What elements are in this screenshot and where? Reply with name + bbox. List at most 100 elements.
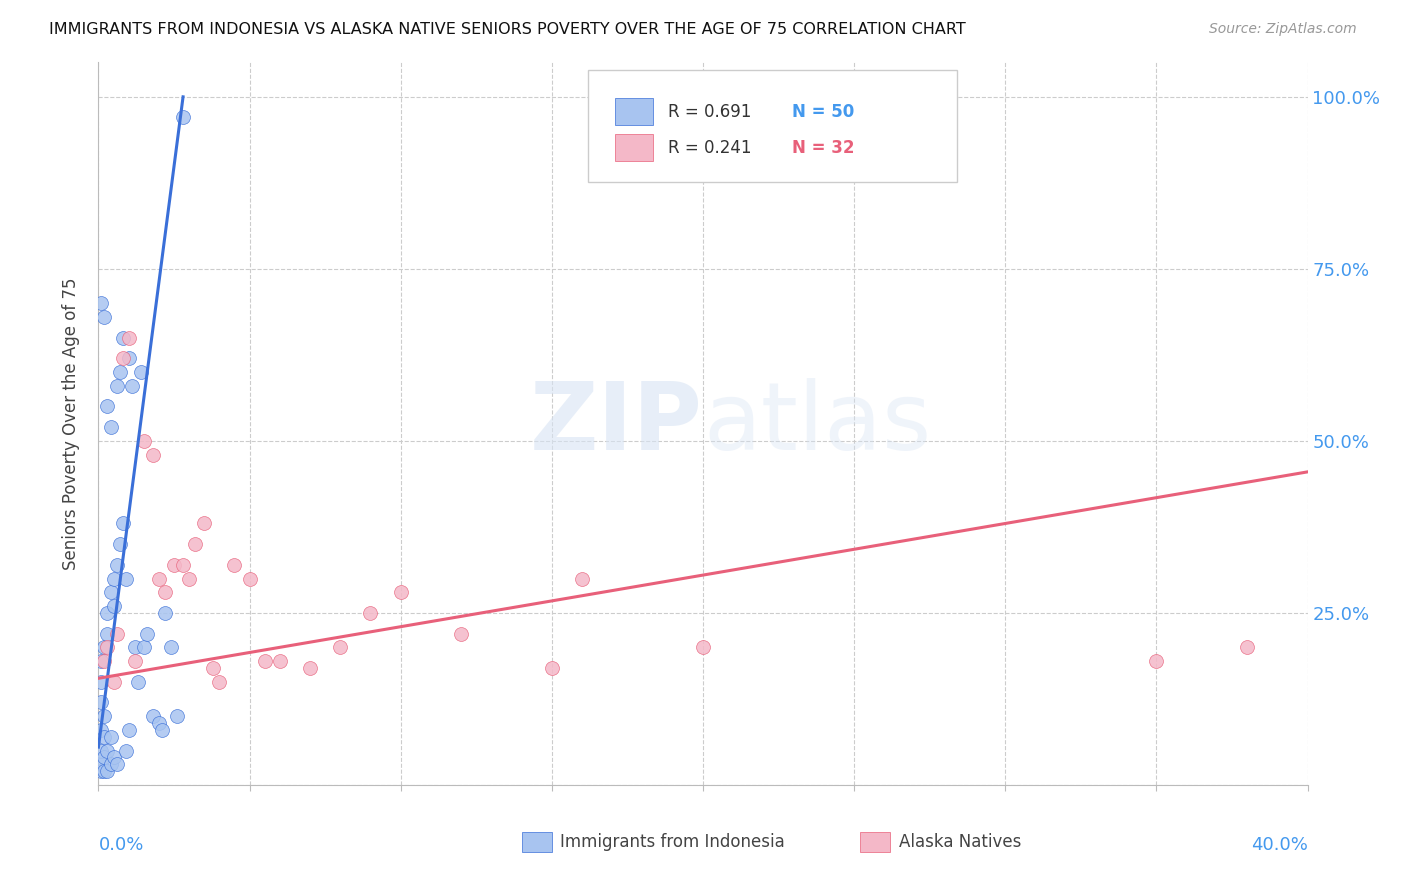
Point xyxy=(90,695,112,709)
Point xyxy=(269,654,291,668)
Point xyxy=(108,365,131,379)
Point xyxy=(114,572,136,586)
Text: N = 32: N = 32 xyxy=(793,138,855,157)
Text: R = 0.691: R = 0.691 xyxy=(668,103,751,120)
Point xyxy=(93,310,115,324)
Point xyxy=(360,606,382,620)
Text: Alaska Natives: Alaska Natives xyxy=(898,833,1021,851)
Point xyxy=(450,626,472,640)
Point xyxy=(160,640,183,655)
FancyBboxPatch shape xyxy=(522,832,551,852)
Point xyxy=(93,730,115,744)
Point xyxy=(96,626,118,640)
Point xyxy=(118,331,141,345)
Point xyxy=(111,516,134,531)
Text: Immigrants from Indonesia: Immigrants from Indonesia xyxy=(561,833,785,851)
Point xyxy=(179,572,201,586)
Point xyxy=(1236,640,1258,655)
Point xyxy=(96,640,118,655)
Point xyxy=(105,626,128,640)
Text: atlas: atlas xyxy=(703,377,931,470)
Point xyxy=(540,661,562,675)
Point xyxy=(124,640,146,655)
Point xyxy=(105,757,128,772)
Point xyxy=(692,640,714,655)
Point xyxy=(389,585,412,599)
Point xyxy=(90,296,112,310)
Point xyxy=(93,640,115,655)
Point xyxy=(103,599,125,613)
Point xyxy=(571,572,593,586)
Point xyxy=(93,764,115,779)
Point xyxy=(148,572,170,586)
FancyBboxPatch shape xyxy=(588,70,957,182)
Point xyxy=(153,606,176,620)
Text: N = 50: N = 50 xyxy=(793,103,855,120)
Point xyxy=(96,400,118,414)
Point xyxy=(193,516,215,531)
Point xyxy=(108,537,131,551)
Point xyxy=(118,351,141,366)
Point xyxy=(93,750,115,764)
Point xyxy=(114,743,136,757)
Point xyxy=(105,558,128,572)
Point xyxy=(103,572,125,586)
Point xyxy=(172,558,194,572)
Point xyxy=(129,365,152,379)
Text: IMMIGRANTS FROM INDONESIA VS ALASKA NATIVE SENIORS POVERTY OVER THE AGE OF 75 CO: IMMIGRANTS FROM INDONESIA VS ALASKA NATI… xyxy=(49,22,966,37)
Point xyxy=(90,723,112,737)
Point xyxy=(172,111,194,125)
Point xyxy=(299,661,322,675)
Point xyxy=(103,750,125,764)
FancyBboxPatch shape xyxy=(614,98,654,125)
Point xyxy=(208,674,231,689)
Point xyxy=(100,757,122,772)
Point xyxy=(100,420,122,434)
Point xyxy=(103,674,125,689)
Text: 0.0%: 0.0% xyxy=(98,836,143,854)
Point xyxy=(142,448,165,462)
Point xyxy=(148,716,170,731)
Point xyxy=(100,585,122,599)
Point xyxy=(90,757,112,772)
Text: ZIP: ZIP xyxy=(530,377,703,470)
Point xyxy=(166,709,188,723)
Point xyxy=(100,730,122,744)
Point xyxy=(150,723,173,737)
Y-axis label: Seniors Poverty Over the Age of 75: Seniors Poverty Over the Age of 75 xyxy=(62,277,80,570)
Point xyxy=(93,709,115,723)
Point xyxy=(111,331,134,345)
FancyBboxPatch shape xyxy=(860,832,890,852)
Point xyxy=(90,674,112,689)
Point xyxy=(1144,654,1167,668)
Point xyxy=(153,585,176,599)
Text: 40.0%: 40.0% xyxy=(1251,836,1308,854)
Point xyxy=(253,654,276,668)
Point xyxy=(96,764,118,779)
Point xyxy=(135,626,157,640)
Point xyxy=(132,640,155,655)
Point xyxy=(184,537,207,551)
Point xyxy=(90,743,112,757)
Point xyxy=(132,434,155,448)
Point xyxy=(105,379,128,393)
Point xyxy=(142,709,165,723)
Point xyxy=(163,558,186,572)
Point xyxy=(121,379,143,393)
Point xyxy=(96,606,118,620)
Point xyxy=(202,661,225,675)
Text: R = 0.241: R = 0.241 xyxy=(668,138,751,157)
Point xyxy=(329,640,352,655)
Point xyxy=(111,351,134,366)
Point xyxy=(90,764,112,779)
Point xyxy=(90,654,112,668)
Point xyxy=(127,674,149,689)
Text: Source: ZipAtlas.com: Source: ZipAtlas.com xyxy=(1209,22,1357,37)
Point xyxy=(118,723,141,737)
Point xyxy=(93,654,115,668)
Point xyxy=(124,654,146,668)
Point xyxy=(224,558,246,572)
Point xyxy=(239,572,262,586)
Point xyxy=(96,743,118,757)
FancyBboxPatch shape xyxy=(614,134,654,161)
